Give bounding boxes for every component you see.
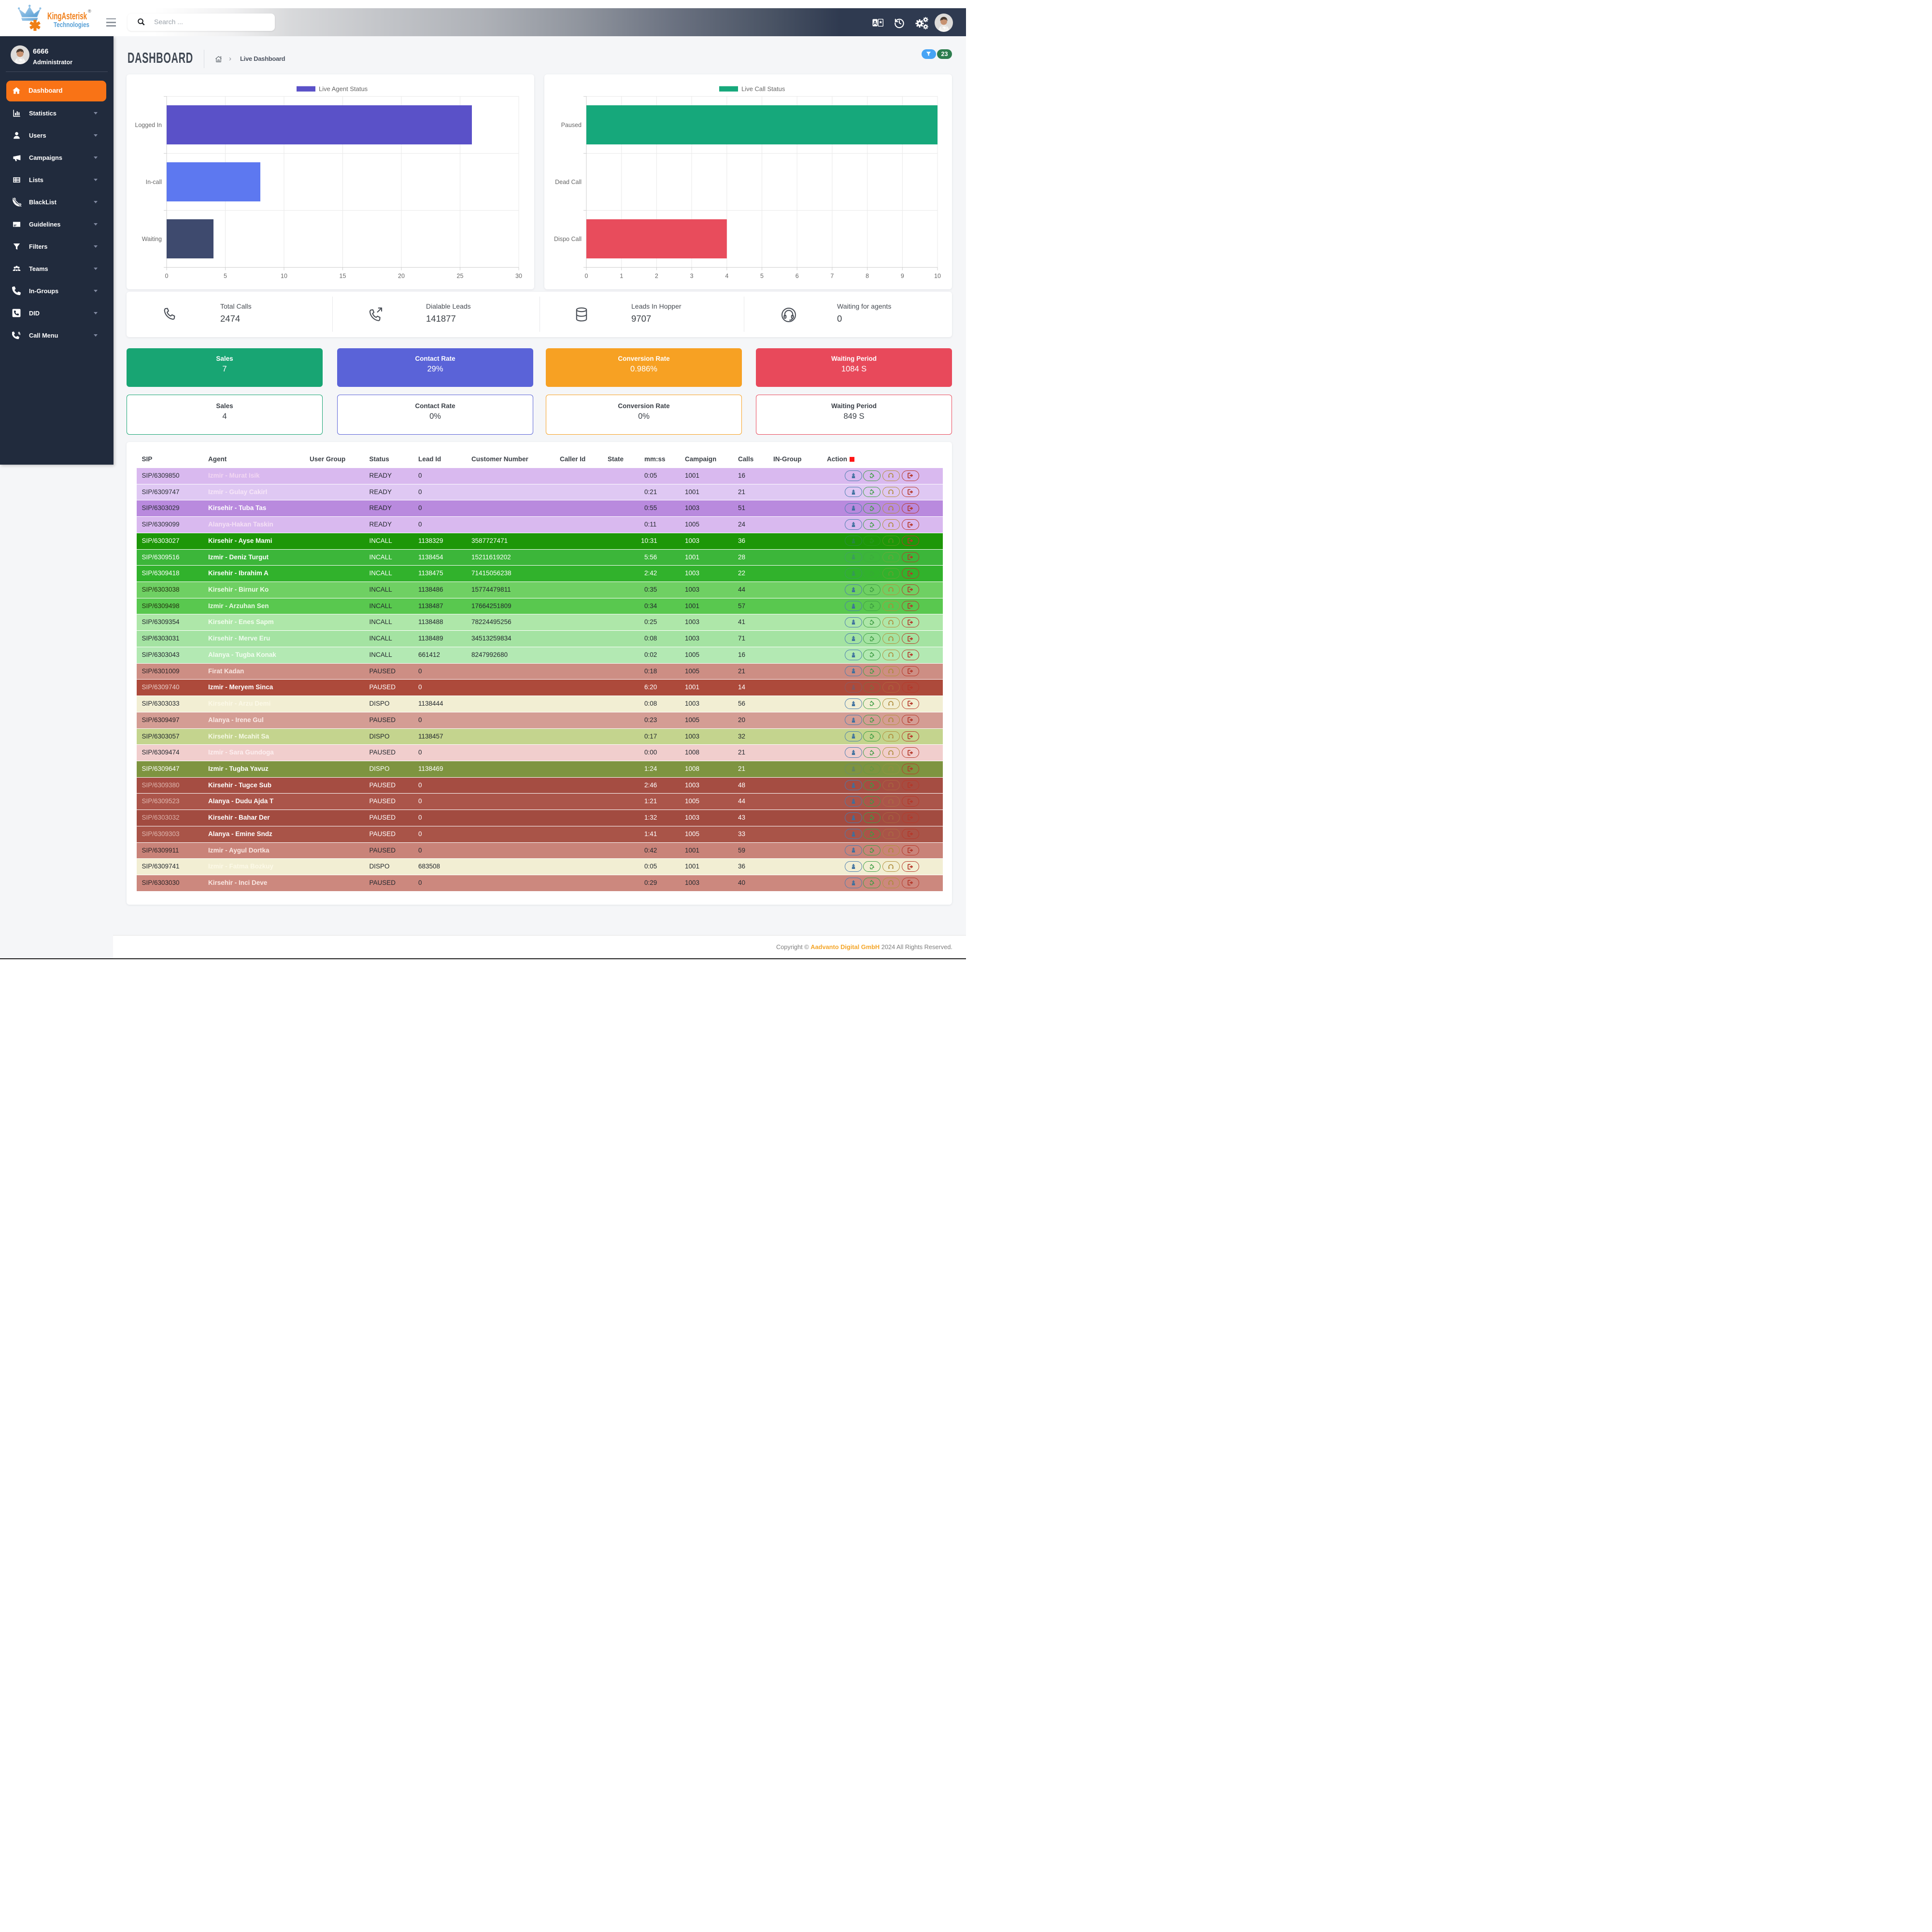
svg-text:20: 20 bbox=[398, 272, 405, 279]
svg-text:4: 4 bbox=[725, 272, 728, 279]
svg-text:5: 5 bbox=[224, 272, 227, 279]
svg-text:15: 15 bbox=[340, 272, 346, 279]
svg-text:Logged In: Logged In bbox=[135, 122, 162, 128]
svg-text:Waiting: Waiting bbox=[142, 236, 162, 242]
svg-text:9: 9 bbox=[901, 272, 904, 279]
svg-text:10: 10 bbox=[934, 272, 941, 279]
svg-text:3: 3 bbox=[690, 272, 694, 279]
svg-text:30: 30 bbox=[515, 272, 522, 279]
svg-text:In-call: In-call bbox=[146, 179, 162, 185]
svg-text:0: 0 bbox=[165, 272, 169, 279]
svg-text:Technologies: Technologies bbox=[54, 21, 89, 29]
svg-text:Paused: Paused bbox=[561, 122, 582, 128]
svg-text:7: 7 bbox=[830, 272, 834, 279]
svg-text:2: 2 bbox=[655, 272, 658, 279]
svg-text:Dead Call: Dead Call bbox=[555, 179, 582, 185]
svg-text:0: 0 bbox=[585, 272, 588, 279]
svg-text:A: A bbox=[873, 20, 877, 26]
svg-text:5: 5 bbox=[760, 272, 764, 279]
svg-text:Dispo Call: Dispo Call bbox=[554, 236, 582, 242]
svg-text:8: 8 bbox=[866, 272, 869, 279]
svg-text:Live Agent Status: Live Agent Status bbox=[319, 85, 368, 92]
svg-text:10: 10 bbox=[281, 272, 287, 279]
svg-text:1: 1 bbox=[620, 272, 623, 279]
svg-text:6: 6 bbox=[796, 272, 799, 279]
svg-text:Live Call Status: Live Call Status bbox=[741, 85, 785, 92]
svg-text:KingAsterisk: KingAsterisk bbox=[47, 11, 87, 22]
svg-text:®: ® bbox=[88, 9, 91, 14]
svg-text:25: 25 bbox=[457, 272, 464, 279]
